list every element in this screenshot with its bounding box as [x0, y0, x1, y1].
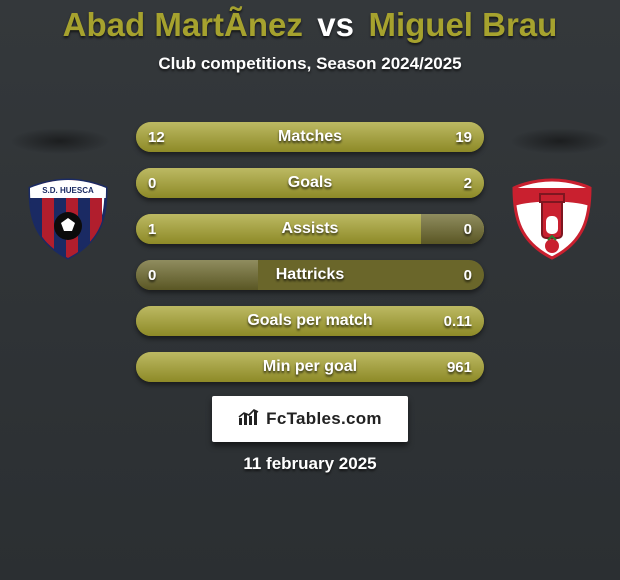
crest-left-text: S.D. HUESCA — [42, 186, 94, 195]
bar-fill-full — [136, 306, 484, 336]
bar-fill-left — [136, 122, 271, 152]
bar-fill-right — [136, 168, 484, 198]
bar-fill-full — [136, 352, 484, 382]
bar-fill-right — [271, 122, 484, 152]
pomegranate-icon — [545, 239, 559, 253]
bar-row: Goals per match0.11 — [136, 306, 484, 336]
title: Abad MartÃ­nez vs Miguel Brau — [0, 0, 620, 44]
bar-row: Goals02 — [136, 168, 484, 198]
shadow-right — [510, 128, 610, 154]
bar-row: Assists10 — [136, 214, 484, 244]
crest-left-svg: S.D. HUESCA — [18, 176, 118, 262]
crest-right-svg — [502, 176, 602, 262]
crest-right — [502, 176, 602, 262]
datestamp: 11 february 2025 — [0, 454, 620, 474]
watermark-box: FcTables.com — [212, 396, 408, 442]
bar-row: Matches1219 — [136, 122, 484, 152]
chart-icon — [238, 408, 260, 431]
vs-label: vs — [317, 6, 354, 43]
bar-fill-left — [136, 260, 258, 290]
bar-row: Min per goal961 — [136, 352, 484, 382]
crest-left: S.D. HUESCA — [18, 176, 118, 262]
comparison-bars: Matches1219 Goals02 Assists10 Hattricks00 Go… — [136, 122, 484, 398]
watermark-text: FcTables.com — [266, 409, 382, 429]
player-2-name: Miguel Brau — [368, 6, 557, 43]
shadow-left — [10, 128, 110, 154]
subtitle: Club competitions, Season 2024/2025 — [0, 54, 620, 74]
player-1-name: Abad MartÃ­nez — [63, 6, 303, 43]
bar-fill-right — [421, 214, 484, 244]
bar-row: Hattricks00 — [136, 260, 484, 290]
